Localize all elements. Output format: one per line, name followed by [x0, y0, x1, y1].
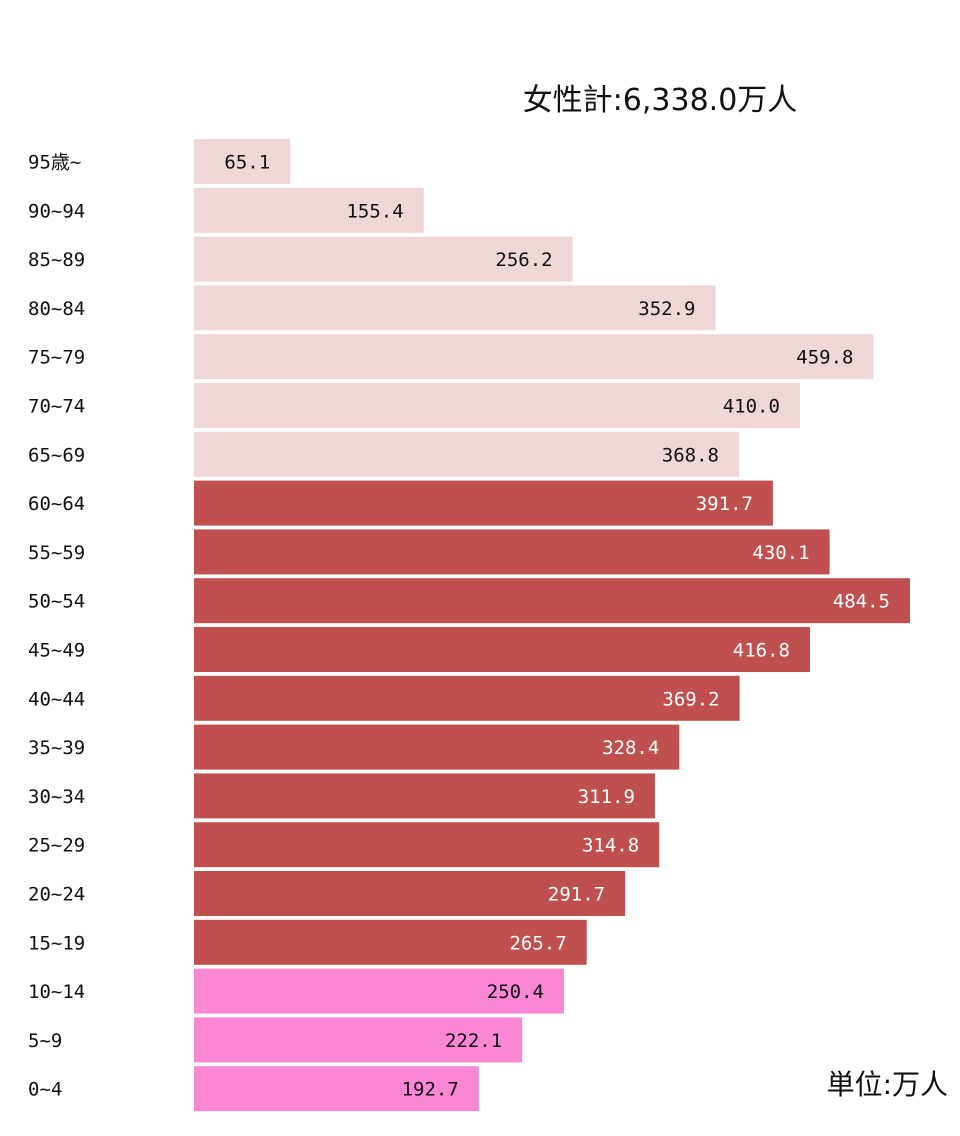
bar-value-label: 410.0 — [723, 396, 780, 418]
bar-value-label: 250.4 — [487, 981, 544, 1003]
unit-label: 単位:万人 — [827, 1068, 948, 1101]
category-tick-label: 95歳~ — [28, 152, 81, 174]
bar-value-label: 256.2 — [495, 249, 552, 271]
bar — [194, 480, 773, 526]
bar — [194, 871, 626, 916]
category-tick-label: 25~29 — [28, 835, 85, 857]
bar — [194, 529, 830, 575]
category-tick-label: 10~14 — [28, 981, 85, 1003]
bar — [194, 187, 424, 233]
bar — [194, 822, 660, 868]
bar-value-label: 459.8 — [796, 347, 853, 369]
bar-value-label: 328.4 — [602, 737, 659, 759]
bar — [194, 773, 655, 819]
bar-value-label: 430.1 — [752, 542, 809, 564]
bar — [194, 431, 739, 477]
bar-value-label: 65.1 — [224, 152, 270, 174]
bar-value-label: 265.7 — [509, 932, 566, 954]
bar-value-label: 222.1 — [445, 1030, 502, 1052]
bar — [194, 627, 810, 672]
bar-value-label: 311.9 — [578, 786, 635, 808]
category-tick-label: 50~54 — [28, 591, 85, 613]
bar — [194, 285, 716, 331]
bar — [194, 139, 291, 184]
bar — [194, 968, 564, 1014]
bar — [194, 334, 874, 380]
category-tick-label: 0~4 — [28, 1079, 62, 1101]
bar-value-label: 192.7 — [402, 1079, 459, 1101]
category-tick-label: 35~39 — [28, 737, 85, 759]
bar-value-label: 352.9 — [638, 298, 695, 320]
category-tick-label: 30~34 — [28, 786, 85, 808]
category-tick-label: 15~19 — [28, 932, 85, 954]
bar-value-label: 416.8 — [733, 640, 790, 662]
category-tick-label: 55~59 — [28, 542, 85, 564]
bar — [194, 675, 740, 721]
category-tick-label: 75~79 — [28, 347, 85, 369]
bar — [194, 578, 910, 624]
bar — [194, 1066, 479, 1112]
bars-layer — [194, 139, 910, 1112]
category-tick-label: 70~74 — [28, 396, 85, 418]
bar-value-label: 484.5 — [833, 591, 890, 613]
category-tick-label: 90~94 — [28, 200, 85, 222]
bar-value-label: 291.7 — [548, 884, 605, 906]
category-tick-label: 65~69 — [28, 444, 85, 466]
bar-value-label: 155.4 — [346, 200, 403, 222]
category-tick-label: 45~49 — [28, 640, 85, 662]
category-tick-label: 5~9 — [28, 1030, 62, 1052]
bar-value-label: 368.8 — [662, 444, 719, 466]
bar-value-label: 369.2 — [662, 688, 719, 710]
bar — [194, 724, 680, 770]
bar — [194, 1017, 523, 1063]
bar — [194, 919, 587, 965]
category-tick-label: 80~84 — [28, 298, 85, 320]
bar — [194, 383, 800, 428]
chart-title: 女性計:6,338.0万人 — [523, 83, 798, 118]
category-tick-label: 40~44 — [28, 688, 85, 710]
bar-value-label: 314.8 — [582, 835, 639, 857]
category-ticks: 95歳~ 90~94 85~89 80~84 75~79 70~74 65~69 60~64 5… — [28, 152, 85, 1101]
bar — [194, 236, 573, 282]
category-tick-label: 60~64 — [28, 493, 85, 515]
category-tick-label: 20~24 — [28, 884, 85, 906]
bar-value-label: 391.7 — [696, 493, 753, 515]
value-labels: 65.1 155.4 256.2 352.9 459.8 410.0 368.8 391.7 4… — [224, 152, 890, 1101]
category-tick-label: 85~89 — [28, 249, 85, 271]
